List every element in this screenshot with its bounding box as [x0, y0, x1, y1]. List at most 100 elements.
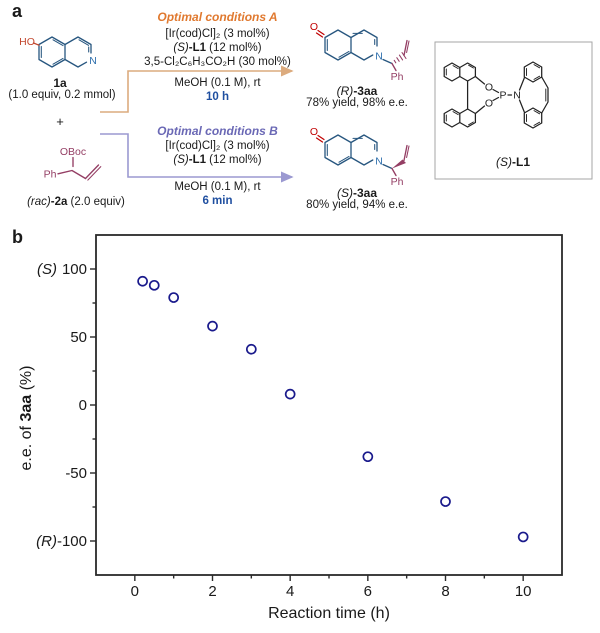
s-config: (S): [336, 186, 353, 200]
bond: [64, 58, 88, 68]
bond: [492, 88, 513, 102]
reaction-time-a: 10 h: [205, 91, 229, 103]
ligand-l1-structure: O O P N: [434, 41, 593, 180]
oxygen-label: O: [485, 98, 493, 110]
catalyst-line-a: [Ir(cod)Cl]₂ (3 mol%): [165, 28, 270, 40]
data-point: [207, 320, 218, 332]
bond: [64, 36, 92, 54]
hashed-wedge-bond: [393, 51, 407, 64]
phenyl-label: Ph: [44, 169, 57, 181]
nitrogen-label: N: [375, 156, 383, 168]
r-config: (R): [336, 84, 354, 98]
bond: [459, 108, 477, 128]
hydroxyl-label: HO: [19, 36, 35, 48]
compound-1a-equiv: (1.0 equiv, 0.2 mmol): [8, 89, 116, 101]
ligand-box-border: [434, 41, 593, 180]
phenyl-label: Ph: [391, 176, 404, 188]
bond: [518, 99, 525, 113]
bond: [474, 75, 486, 85]
aromatic-bond: [445, 64, 474, 126]
compound-2a-name: (rac)-2a (2.0 equiv): [2, 196, 150, 209]
x-tick-label: 10: [515, 583, 532, 600]
catalyst-line-b: [Ir(cod)Cl]₂ (3 mol%): [165, 140, 270, 152]
acid-additive-line: 3,5-Cl₂C₆H₃CO₂H (30 mol%): [144, 56, 291, 68]
bond: [324, 29, 352, 61]
ligand-name-a: -L1: [188, 42, 206, 54]
phosphorus-label: P: [499, 90, 506, 102]
double-bond: [406, 40, 410, 54]
carbonyl-bond: [315, 134, 325, 143]
solvent-line-a: MeOH (0.1 M), rt: [174, 77, 261, 89]
product-r-result: 78% yield, 98% e.e.: [306, 97, 408, 109]
bond: [84, 164, 100, 180]
ligand-line-b: (S)-L1 (12 mol%): [130, 154, 305, 167]
y-tick-label: 0: [79, 397, 87, 414]
ketone-o-label: O: [310, 21, 318, 33]
y-tick-label: -100: [57, 533, 87, 550]
ligand-config-a: (S): [173, 42, 189, 54]
nitrogen-label: N: [513, 90, 521, 102]
bond: [350, 51, 374, 61]
y-axis-title: e.e. of 3aa (%): [18, 366, 35, 471]
bond: [350, 29, 378, 47]
compound-2a-equiv: (2.0 equiv): [67, 196, 125, 208]
solid-wedge-bond: [392, 159, 406, 169]
double-bond: [87, 166, 102, 181]
data-point: [440, 496, 451, 507]
bond: [518, 77, 525, 91]
data-point: [517, 531, 529, 543]
bond: [32, 42, 40, 46]
x-tick-label: 4: [286, 583, 294, 600]
ligand-line-a: (S)-L1 (12 mol%): [130, 42, 305, 55]
ligand-l1-config: (S): [496, 155, 512, 169]
bond: [391, 167, 397, 177]
bond: [38, 36, 66, 68]
y-tick-label: 100: [62, 261, 87, 278]
optimal-conditions-b-title: Optimal conditions B: [157, 124, 278, 138]
product-s-name: (S)-3aa: [302, 186, 412, 200]
panel-b-label: b: [12, 227, 23, 247]
bond: [350, 134, 378, 152]
ligand-loading-a: (12 mol%): [205, 42, 262, 54]
data-point: [148, 279, 160, 291]
product-s-3aa-structure: O N Ph: [310, 126, 410, 188]
ligand-config-b: (S): [173, 154, 189, 166]
bond: [382, 163, 393, 170]
aromatic-bond: [526, 64, 541, 126]
product-r-bold: -3aa: [353, 84, 378, 98]
data-point: [168, 292, 180, 303]
aromatic-bond: [40, 39, 90, 65]
y-tick-label: 50: [70, 329, 87, 346]
bond: [391, 62, 397, 72]
plus-sign: +: [56, 114, 64, 129]
ligand-loading-b: (12 mol%): [205, 154, 262, 166]
aromatic-bond: [326, 32, 376, 58]
oxygen-label: O: [485, 82, 493, 94]
oboc-label: OBoc: [60, 146, 86, 158]
bond: [57, 169, 87, 180]
panel-a-label: a: [12, 1, 23, 21]
ee-vs-time-chart: 0 2 4 6 8 10 100 50 0 -50 -100 (S) (R) Reaction time …: [18, 234, 563, 622]
bond: [382, 58, 393, 65]
data-point: [284, 388, 296, 400]
carbonyl-bond: [315, 29, 325, 38]
y-tick-label: -50: [65, 465, 87, 482]
reaction-scheme-graphic: HO N OBoc Ph O N Ph: [19, 21, 593, 188]
ketone-o-label: O: [310, 126, 318, 138]
ligand-l1-label: (S)-L1: [465, 155, 561, 169]
s-enantiomer-annotation: (S): [37, 261, 57, 278]
reactant-1a-structure: HO N: [19, 36, 97, 68]
double-bond: [406, 145, 410, 159]
r-enantiomer-annotation: (R): [36, 533, 57, 550]
bond: [324, 134, 352, 166]
bond: [474, 105, 486, 115]
bond: [403, 39, 408, 57]
plot-frame: [95, 234, 563, 576]
x-tick-label: 2: [208, 583, 216, 600]
solvent-line-b: MeOH (0.1 M), rt: [174, 181, 261, 193]
reaction-time-b: 6 min: [202, 195, 233, 207]
ligand-l1-bold: -L1: [512, 155, 530, 169]
x-tick-label: 6: [364, 583, 372, 600]
reaction-arrow-a: [100, 65, 294, 113]
